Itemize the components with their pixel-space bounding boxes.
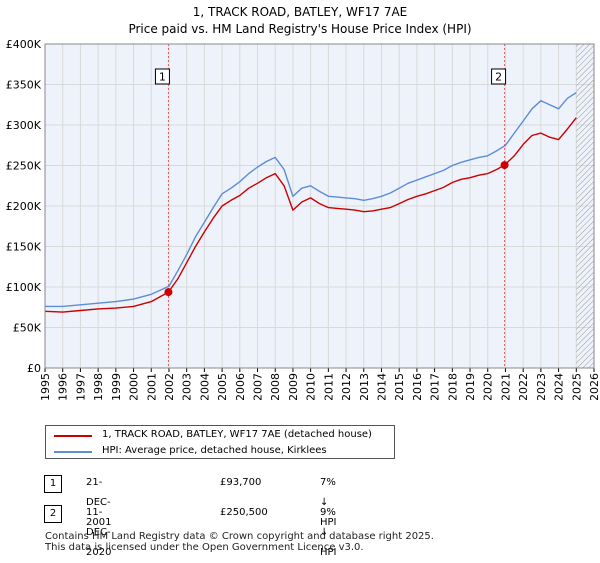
hpi-line	[45, 92, 577, 308]
legend-label-hpi: HPI: Average price, detached house, Kirk…	[102, 445, 327, 456]
transaction-hpi-diff: 7% ↓ HPI	[320, 477, 337, 528]
sale-point	[164, 288, 173, 297]
sale-marker-box	[491, 68, 507, 85]
x-tick-label: 2020	[482, 373, 495, 400]
legend-swatch-hpi	[54, 451, 92, 453]
x-tick-label: 1998	[92, 373, 105, 400]
transaction-price: £250,500	[220, 507, 268, 518]
y-tick-label: £400K	[6, 38, 42, 51]
x-tick-label: 2007	[252, 373, 265, 400]
footer-license: This data is licensed under the Open Gov…	[45, 542, 364, 553]
y-tick-label: £50K	[13, 322, 42, 335]
x-tick-label: 2013	[358, 373, 371, 400]
plot-frame	[44, 43, 595, 369]
x-tick-label: 1999	[110, 373, 123, 400]
y-tick-label: £250K	[6, 160, 42, 173]
sale-point	[500, 161, 509, 170]
x-tick-label: 2021	[499, 373, 512, 400]
y-tick-label: £200K	[6, 200, 42, 213]
x-tick-label: 2022	[517, 373, 530, 400]
x-tick-label: 2012	[340, 373, 353, 400]
x-tick-label: 2024	[553, 373, 566, 400]
legend-swatch-property	[54, 435, 92, 437]
x-tick-label: 2018	[446, 373, 459, 400]
x-tick-label: 2004	[198, 373, 211, 400]
x-tick-label: 2003	[181, 373, 194, 400]
legend-label-property: 1, TRACK ROAD, BATLEY, WF17 7AE (detache…	[102, 429, 372, 440]
sale-marker-label: 2	[495, 71, 502, 84]
y-tick-label: £300K	[6, 119, 42, 132]
y-tick-label: £150K	[6, 241, 42, 254]
forecast-hatch-region	[576, 44, 594, 368]
x-tick-label: 2010	[305, 373, 318, 400]
x-tick-label: 1997	[74, 373, 87, 400]
x-tick-label: 2008	[269, 373, 282, 400]
x-tick-label: 2006	[234, 373, 247, 400]
transaction-hpi-diff: 9% ↓ HPI	[320, 507, 337, 558]
sale-marker-box	[154, 68, 170, 85]
footer-copyright: Contains HM Land Registry data © Crown c…	[45, 531, 434, 542]
y-tick-label: £0	[27, 362, 41, 375]
x-tick-label: 1995	[39, 373, 52, 400]
x-tick-label: 2026	[588, 373, 600, 400]
x-tick-label: 2015	[393, 373, 406, 400]
x-tick-label: 2016	[411, 373, 424, 400]
x-tick-label: 1996	[57, 373, 70, 400]
x-tick-label: 2002	[163, 373, 176, 400]
transaction-marker-label: 2	[44, 505, 62, 523]
chart-subtitle: Price paid vs. HM Land Registry's House …	[128, 22, 472, 36]
x-tick-label: 2023	[535, 373, 548, 400]
x-tick-label: 2014	[375, 373, 388, 400]
chart-title: 1, TRACK ROAD, BATLEY, WF17 7AE	[192, 5, 408, 19]
chart-title-block: 1, TRACK ROAD, BATLEY, WF17 7AE Price pa…	[0, 4, 600, 38]
chart-legend: 1, TRACK ROAD, BATLEY, WF17 7AE (detache…	[45, 425, 395, 459]
x-tick-label: 2019	[464, 373, 477, 400]
sale-marker-label: 1	[159, 71, 166, 84]
x-tick-label: 2025	[570, 373, 583, 400]
x-tick-label: 2017	[429, 373, 442, 400]
x-tick-label: 2011	[322, 373, 335, 400]
transaction-date: 11-DEC-2020	[86, 507, 112, 558]
y-tick-label: £100K	[6, 281, 42, 294]
x-tick-label: 2000	[128, 373, 141, 400]
transaction-marker-label: 1	[44, 475, 62, 493]
footer-attribution: Contains HM Land Registry data © Crown c…	[45, 531, 434, 553]
y-tick-label: £350K	[6, 79, 42, 92]
transaction-date: 21-DEC-2001	[86, 477, 112, 528]
x-tick-label: 2009	[287, 373, 300, 400]
x-tick-label: 2001	[145, 373, 158, 400]
property-price-line	[44, 117, 577, 313]
price-chart: 1 2 £0 £50K £100K £150K £200K £250K £300K £350K £…	[6, 38, 600, 400]
transaction-price: £93,700	[220, 477, 262, 488]
x-tick-label: 2005	[216, 373, 229, 400]
